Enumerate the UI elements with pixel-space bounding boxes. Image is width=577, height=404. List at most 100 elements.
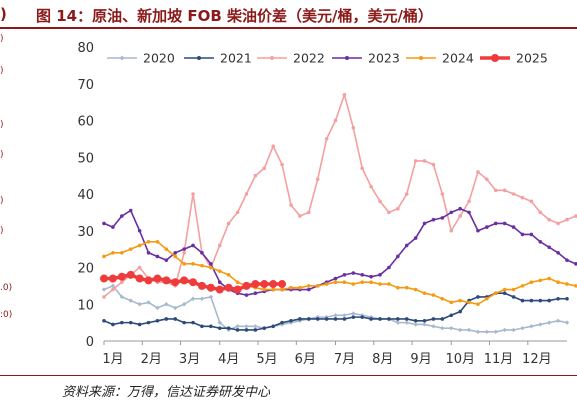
source-note: 资料来源：万得，信达证券研发中心: [62, 385, 271, 400]
data-point: [431, 217, 436, 222]
data-point: [476, 295, 480, 299]
data-point: [431, 324, 436, 329]
data-point: [181, 302, 187, 307]
data-point: [209, 324, 213, 329]
legend-swatch-marker: [491, 54, 499, 62]
data-point: [342, 317, 347, 321]
data-point: [262, 326, 267, 330]
data-point: [351, 311, 356, 316]
cropped-left-text: ): [0, 5, 7, 23]
data-point: [208, 294, 214, 300]
data-point: [137, 302, 142, 307]
data-point: [466, 327, 472, 333]
data-point: [467, 300, 471, 305]
data-point: [298, 285, 302, 290]
x-tick-label: 9月: [410, 352, 431, 367]
data-point: [565, 217, 569, 222]
data-point: [413, 287, 418, 292]
data-point: [126, 270, 135, 279]
data-point: [387, 210, 391, 215]
data-point: [413, 318, 418, 323]
data-point: [315, 317, 320, 321]
data-point: [404, 317, 409, 321]
data-point: [351, 315, 356, 319]
data-point: [475, 329, 481, 335]
cropped-left-text-2: ): [0, 66, 4, 76]
data-point: [422, 159, 427, 163]
legend-label: 2025: [516, 51, 548, 66]
data-point: [502, 287, 507, 292]
data-point: [173, 317, 178, 321]
data-point: [191, 320, 195, 325]
data-point: [235, 328, 240, 332]
data-point: [269, 280, 278, 289]
data-point: [387, 317, 391, 321]
data-point: [137, 322, 142, 327]
data-point: [146, 251, 151, 255]
data-point: [271, 287, 275, 292]
data-point: [197, 281, 206, 290]
data-point: [369, 184, 373, 189]
data-point: [209, 265, 213, 270]
data-point: [547, 298, 551, 303]
data-point: [556, 296, 560, 301]
data-point: [333, 313, 338, 318]
data-point: [289, 318, 293, 323]
data-point: [404, 243, 409, 248]
data-point: [574, 214, 577, 218]
footer-rule: [0, 375, 577, 376]
data-point: [369, 280, 373, 285]
data-point: [306, 317, 311, 321]
data-point: [315, 284, 320, 288]
data-point: [206, 283, 215, 292]
legend-swatch-marker: [345, 56, 349, 60]
data-point: [520, 284, 525, 288]
data-point: [342, 92, 347, 97]
data-point: [280, 287, 284, 292]
legend-swatch-marker: [119, 55, 125, 61]
data-point: [360, 273, 365, 277]
data-point: [565, 258, 569, 262]
data-point: [547, 245, 551, 250]
x-tick-label: 1月: [102, 352, 123, 367]
data-point: [182, 320, 186, 325]
x-tick-label: 6月: [295, 352, 316, 367]
data-point: [395, 320, 401, 325]
x-tick-label: 4月: [218, 352, 239, 367]
data-point: [209, 262, 213, 266]
data-point: [128, 247, 133, 251]
data-point: [520, 298, 525, 303]
data-point: [431, 317, 436, 321]
data-point: [153, 274, 162, 283]
legend-item-2025: 2025: [480, 51, 548, 66]
data-point: [244, 324, 249, 329]
data-point: [253, 173, 258, 178]
x-tick-label: 2月: [141, 352, 162, 367]
data-point: [547, 276, 551, 281]
data-point: [146, 239, 151, 244]
data-point: [360, 166, 365, 171]
data-point: [315, 177, 320, 182]
data-point: [224, 283, 233, 292]
data-point: [260, 280, 269, 289]
data-point: [493, 188, 498, 193]
data-point: [538, 322, 543, 327]
data-point: [555, 318, 561, 323]
chart-legend: 2020 2021 2022 2023 2024 2025: [107, 51, 548, 66]
data-point: [556, 221, 560, 226]
data-point: [485, 296, 489, 301]
data-point: [449, 325, 454, 331]
data-point: [440, 216, 445, 220]
data-point: [387, 265, 391, 270]
data-point: [111, 251, 115, 255]
data-point: [324, 317, 329, 321]
data-point: [155, 318, 160, 323]
data-point: [413, 236, 418, 240]
data-point: [128, 298, 133, 303]
data-point: [440, 317, 445, 321]
data-point: [396, 254, 400, 259]
data-point: [110, 283, 116, 289]
y-tick-label: 50: [77, 151, 94, 166]
data-point: [342, 280, 347, 285]
data-point: [502, 221, 507, 226]
